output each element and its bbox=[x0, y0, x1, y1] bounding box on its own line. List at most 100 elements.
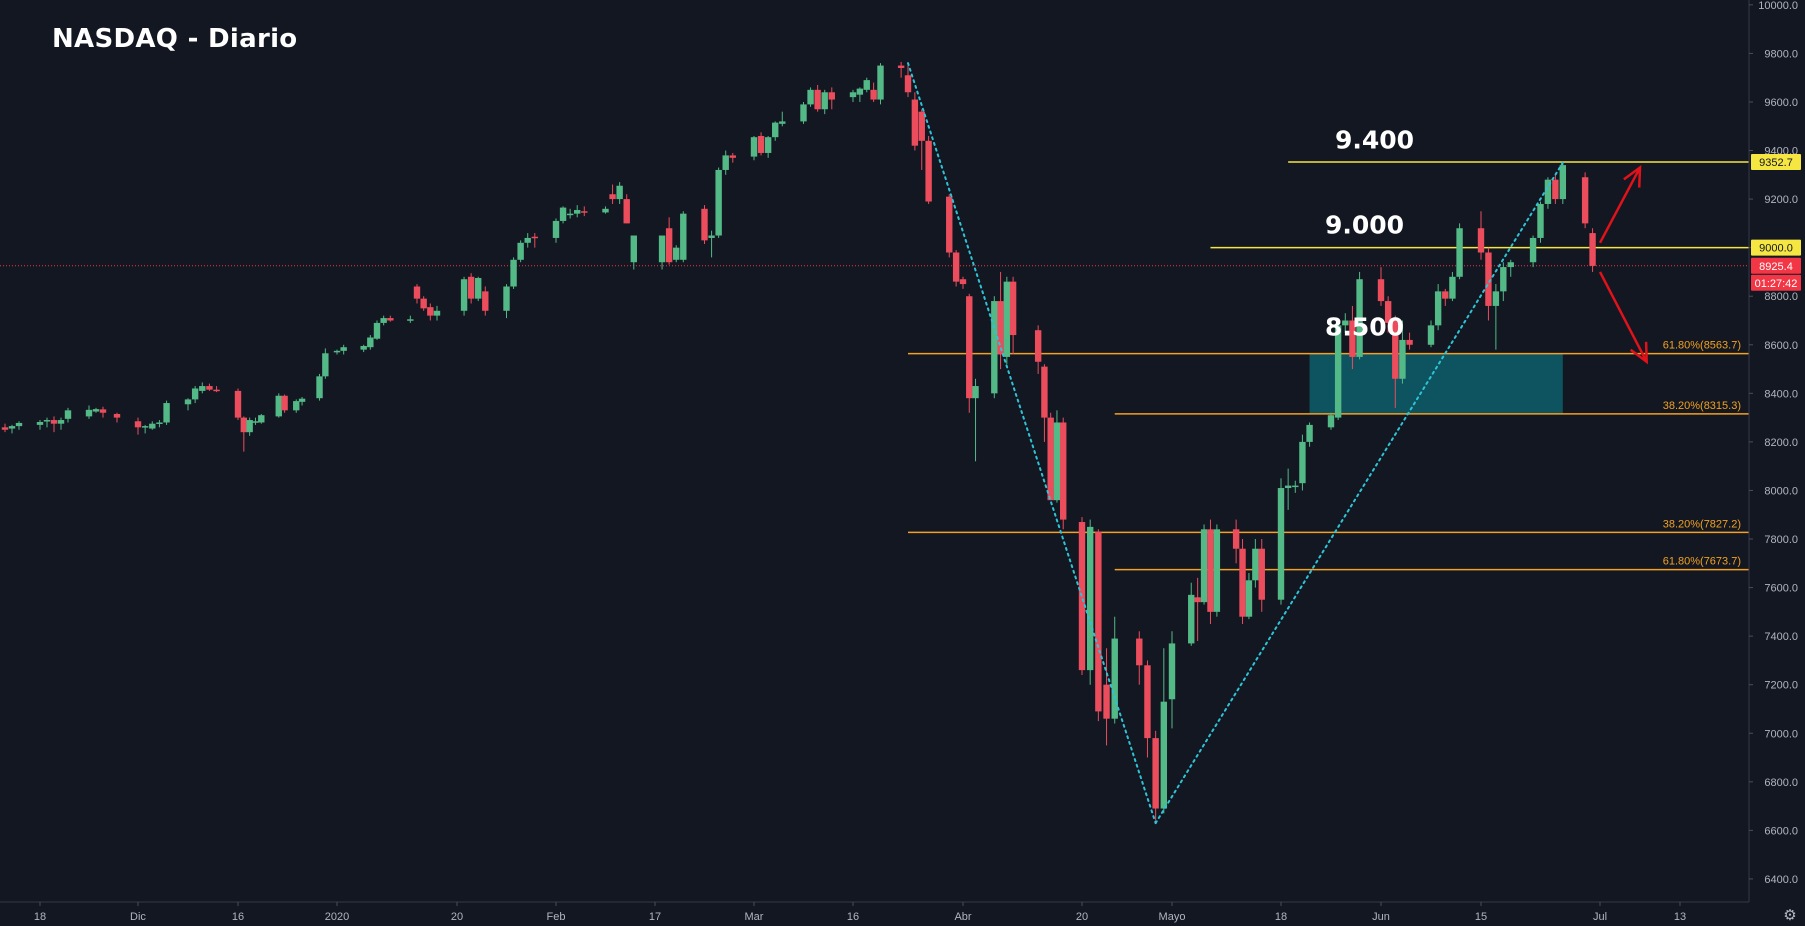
x-tick-label-7: Mar bbox=[745, 911, 764, 923]
settings-gear-icon[interactable]: ⚙ bbox=[1783, 906, 1797, 924]
candle-body-158 bbox=[1589, 233, 1596, 266]
candle-body-14 bbox=[149, 423, 156, 429]
candle-body-154 bbox=[1544, 179, 1552, 204]
y-tick-label-18: 10000.0 bbox=[1758, 0, 1798, 12]
candle-body-37 bbox=[373, 322, 381, 339]
candle-body-38 bbox=[380, 318, 387, 323]
level-price-tag-0: 9352.7 bbox=[1759, 157, 1793, 169]
y-tick-label-1: 6600.0 bbox=[1764, 825, 1798, 837]
candle-body-68 bbox=[701, 208, 708, 241]
candle-body-57 bbox=[574, 210, 581, 214]
candle-body-61 bbox=[616, 185, 623, 200]
candle-body-111 bbox=[1111, 638, 1118, 719]
candle-body-29 bbox=[293, 401, 300, 411]
candle-body-148 bbox=[1485, 252, 1492, 306]
candle-body-138 bbox=[1384, 301, 1392, 323]
candle-body-139 bbox=[1392, 320, 1399, 379]
candle-body-137 bbox=[1377, 279, 1385, 302]
candle-body-89 bbox=[904, 75, 912, 93]
y-tick-label-17: 9800.0 bbox=[1764, 48, 1798, 60]
candle-body-75 bbox=[764, 137, 772, 153]
candle-body-79 bbox=[807, 89, 814, 105]
candle-body-93 bbox=[946, 196, 953, 253]
candle-body-42 bbox=[420, 298, 427, 309]
candle-body-1 bbox=[8, 426, 16, 429]
y-tick-label-14: 9200.0 bbox=[1764, 194, 1798, 206]
y-tick-label-16: 9600.0 bbox=[1764, 97, 1798, 109]
candle-body-135 bbox=[1349, 320, 1356, 357]
y-tick-label-6: 7600.0 bbox=[1764, 583, 1798, 595]
candle-body-54 bbox=[552, 220, 560, 238]
candle-body-53 bbox=[531, 236, 538, 239]
x-tick-label-4: 20 bbox=[451, 911, 463, 923]
candle-body-80 bbox=[814, 89, 821, 110]
candle-body-26 bbox=[258, 415, 265, 423]
current-price-tag-bg bbox=[1751, 257, 1801, 274]
candle-body-150 bbox=[1500, 267, 1507, 292]
x-tick-label-11: Mayo bbox=[1159, 911, 1186, 923]
levels-layer: 61.80%(8563.7) 38.20%(8315.3) 38.20%(7827.… bbox=[0, 161, 1749, 571]
candle-body-85 bbox=[863, 80, 870, 90]
y-tick-label-2: 6800.0 bbox=[1764, 777, 1798, 789]
candle-body-5 bbox=[50, 420, 58, 424]
candle-body-113 bbox=[1144, 665, 1151, 739]
candle-body-152 bbox=[1529, 237, 1537, 263]
candle-body-52 bbox=[524, 237, 531, 243]
level-price-tag-1: 9000.0 bbox=[1759, 243, 1793, 255]
fib-trend-line-0 bbox=[907, 62, 1157, 825]
candle-body-86 bbox=[870, 89, 877, 100]
candle-body-106 bbox=[1060, 422, 1067, 520]
x-tick-label-10: 20 bbox=[1076, 911, 1088, 923]
candle-body-140 bbox=[1399, 339, 1406, 379]
candle-body-62 bbox=[623, 199, 630, 224]
candle-body-65 bbox=[665, 228, 673, 263]
candle-body-39 bbox=[387, 318, 394, 321]
candle-body-76 bbox=[772, 122, 779, 138]
candle-body-122 bbox=[1232, 529, 1240, 549]
x-tick-label-1: Dic bbox=[130, 911, 146, 923]
candle-body-146 bbox=[1456, 228, 1463, 277]
candle-body-104 bbox=[1047, 417, 1054, 501]
x-tick-label-0: 18 bbox=[34, 911, 46, 923]
candle-body-90 bbox=[911, 99, 919, 146]
price-annotation-2: 8.500 bbox=[1325, 312, 1404, 341]
candle-body-59 bbox=[602, 208, 609, 213]
candle-body-66 bbox=[673, 247, 680, 260]
candle-body-114 bbox=[1152, 738, 1159, 809]
candle-body-126 bbox=[1258, 548, 1265, 600]
candle-body-9 bbox=[92, 409, 100, 412]
candle-body-16 bbox=[163, 403, 170, 423]
candle-body-51 bbox=[517, 242, 524, 260]
y-tick-label-9: 8200.0 bbox=[1764, 437, 1798, 449]
x-tick-label-5: Feb bbox=[547, 911, 566, 923]
candle-body-18 bbox=[191, 388, 199, 400]
x-tick-label-12: 18 bbox=[1275, 911, 1287, 923]
candle-body-64 bbox=[658, 235, 666, 263]
candle-body-40 bbox=[407, 319, 414, 321]
zone-layer bbox=[1309, 353, 1563, 414]
candle-body-8 bbox=[85, 409, 93, 417]
candle-body-36 bbox=[367, 337, 374, 348]
candle-body-27 bbox=[275, 395, 282, 417]
candle-body-48 bbox=[482, 291, 489, 311]
candles-layer bbox=[1, 61, 1596, 821]
y-tick-label-11: 8600.0 bbox=[1764, 340, 1798, 352]
candle-body-123 bbox=[1239, 548, 1246, 617]
candle-body-2 bbox=[15, 422, 23, 427]
candle-body-142 bbox=[1427, 325, 1435, 345]
candle-body-77 bbox=[779, 121, 786, 124]
candle-body-58 bbox=[581, 211, 588, 213]
annotations-layer: 9.400 9.000 8.500 bbox=[1325, 126, 1648, 365]
x-tick-label-15: Jul bbox=[1593, 911, 1607, 923]
candle-body-63 bbox=[630, 235, 637, 263]
candle-body-88 bbox=[897, 65, 905, 68]
candle-body-43 bbox=[427, 307, 434, 316]
candle-body-70 bbox=[715, 169, 722, 236]
candle-body-149 bbox=[1492, 291, 1500, 306]
countdown-tag: 01:27:42 bbox=[1755, 278, 1798, 290]
candle-body-99 bbox=[997, 301, 1004, 355]
candle-body-94 bbox=[952, 252, 960, 282]
